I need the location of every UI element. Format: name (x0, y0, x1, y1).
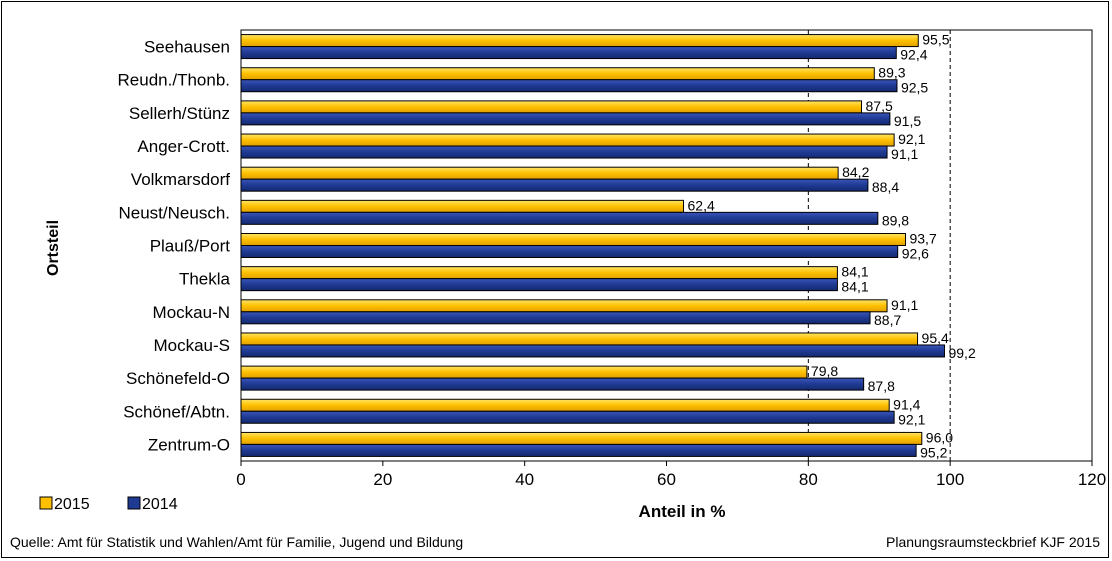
bar-2015-anger-crott- (240, 133, 895, 147)
value-label-2014-thekla: 84,1 (841, 279, 868, 295)
value-label-2014-sch-nef-abtn-: 92,1 (898, 411, 925, 427)
value-label-2014-plau-port: 92,6 (902, 246, 929, 262)
category-label-sch-nefeld-o: Schönefeld-O (126, 369, 230, 388)
bar-2014-neust-neusch- (240, 211, 879, 225)
legend-swatch-2015 (39, 496, 53, 510)
value-label-2015-sellerh-st-nz: 87,5 (866, 98, 893, 114)
legend-label-2014: 2014 (142, 496, 178, 513)
bar-2014-mockau-s (240, 344, 945, 358)
category-label-thekla: Thekla (179, 270, 231, 289)
bar-2014-volkmarsdorf (240, 178, 869, 192)
category-label-seehausen: Seehausen (144, 38, 230, 57)
value-label-2015-thekla: 84,1 (841, 264, 868, 280)
x-tick-label: 40 (515, 470, 534, 489)
category-labels-group: Seehausen Reudn./Thonb. Sellerh/Stünz Anger… (118, 38, 231, 455)
bar-2014-thekla (240, 278, 838, 292)
value-label-2015-sch-nefeld-o: 79,8 (811, 363, 838, 379)
value-label-2014-neust-neusch-: 89,8 (882, 212, 909, 228)
x-tick-label: 60 (657, 470, 676, 489)
bar-2014-plau-port (240, 245, 899, 258)
category-label-sch-nef-abtn-: Schönef/Abtn. (123, 402, 230, 421)
bar-2015-plau-port (240, 233, 906, 246)
bar-2014-sch-nef-abtn- (240, 410, 895, 424)
category-label-zentrum-o: Zentrum-O (148, 435, 230, 454)
bar-2015-sch-nef-abtn- (240, 398, 890, 412)
bar-2014-sch-nefeld-o (240, 377, 865, 391)
bar-2014-reudn-thonb- (240, 79, 898, 93)
value-label-2014-zentrum-o: 95,2 (920, 444, 947, 460)
category-label-neust-neusch-: Neust/Neusch. (119, 203, 231, 222)
value-label-2015-seehausen: 95,5 (922, 32, 949, 48)
value-label-2015-volkmarsdorf: 84,2 (842, 164, 869, 180)
x-axis-title: Anteil in % (639, 502, 726, 521)
category-label-mockau-n: Mockau-N (153, 303, 230, 322)
bar-2015-mockau-s (240, 332, 919, 346)
category-label-anger-crott-: Anger-Crott. (137, 137, 230, 156)
bar-2014-anger-crott- (240, 145, 888, 159)
bar-2015-neust-neusch- (240, 199, 685, 213)
value-label-2014-sch-nefeld-o: 87,8 (868, 378, 895, 394)
x-tick-label: 100 (936, 470, 964, 489)
value-label-2015-plau-port: 93,7 (909, 231, 936, 247)
value-label-2015-reudn-thonb-: 89,3 (878, 65, 905, 81)
bar-2014-sellerh-st-nz (240, 112, 891, 126)
bars-group (240, 34, 945, 457)
category-label-volkmarsdorf: Volkmarsdorf (131, 170, 230, 189)
value-labels-group: 95,592,489,392,587,591,592,191,184,288,4… (688, 32, 976, 461)
category-label-sellerh-st-nz: Sellerh/Stünz (129, 104, 230, 123)
bar-2014-seehausen (240, 46, 897, 60)
y-axis-title: Ortsteil (45, 220, 62, 276)
source-note: Quelle: Amt für Statistik und Wahlen/Amt… (10, 534, 463, 550)
value-label-2015-anger-crott-: 92,1 (898, 131, 925, 147)
x-tick-label: 120 (1078, 470, 1106, 489)
x-tick-label: 0 (236, 470, 245, 489)
value-label-2015-neust-neusch-: 62,4 (688, 197, 715, 213)
bar-2014-mockau-n (240, 311, 871, 325)
value-label-2015-mockau-n: 91,1 (891, 297, 918, 313)
x-ticks-group: 0 20 40 60 80 100 120 (236, 461, 1106, 489)
bar-2015-sellerh-st-nz (240, 100, 863, 114)
category-label-reudn-thonb-: Reudn./Thonb. (118, 71, 230, 90)
legend: 2015 2014 (39, 496, 178, 513)
legend-label-2015: 2015 (54, 496, 90, 513)
bar-2015-mockau-n (240, 299, 888, 313)
value-label-2014-sellerh-st-nz: 91,5 (894, 113, 921, 129)
value-label-2014-reudn-thonb-: 92,5 (901, 80, 928, 96)
value-label-2014-mockau-s: 99,2 (948, 345, 975, 361)
bar-2015-thekla (240, 266, 838, 280)
value-label-2014-seehausen: 92,4 (900, 47, 927, 63)
credit-note: Planungsraumsteckbrief KJF 2015 (886, 534, 1100, 550)
value-label-2014-anger-crott-: 91,1 (891, 146, 918, 162)
bar-2015-reudn-thonb- (240, 67, 875, 81)
value-label-2015-mockau-s: 95,4 (922, 330, 949, 346)
x-tick-label: 20 (373, 470, 392, 489)
value-label-2015-zentrum-o: 96,0 (926, 429, 953, 445)
value-label-2015-sch-nef-abtn-: 91,4 (893, 396, 920, 412)
bar-2015-seehausen (240, 34, 919, 48)
legend-swatch-2014 (127, 496, 141, 510)
x-tick-label: 80 (799, 470, 818, 489)
category-label-mockau-s: Mockau-S (153, 336, 230, 355)
bar-2015-zentrum-o (240, 431, 923, 445)
bar-2015-volkmarsdorf (240, 166, 839, 180)
category-label-plau-port: Plauß/Port (150, 237, 231, 256)
value-label-2014-mockau-n: 88,7 (874, 312, 901, 328)
value-label-2014-volkmarsdorf: 88,4 (872, 179, 899, 195)
bar-2014-zentrum-o (240, 443, 917, 457)
bar-2015-sch-nefeld-o (240, 365, 808, 379)
